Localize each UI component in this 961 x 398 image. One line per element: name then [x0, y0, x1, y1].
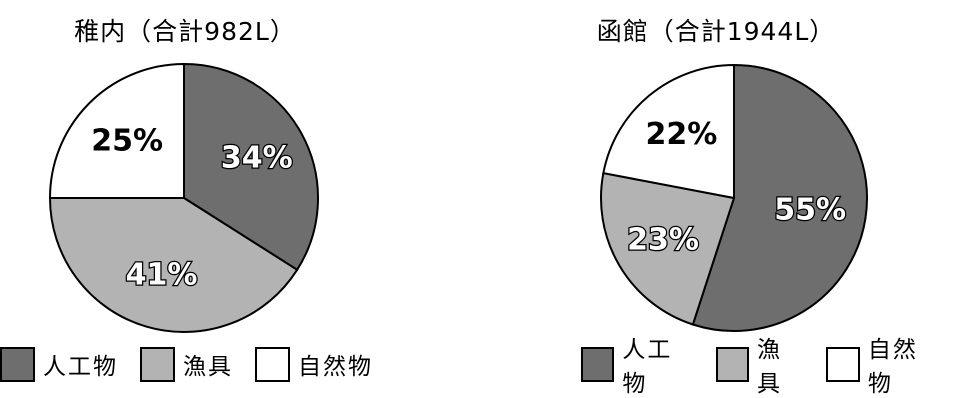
legend-swatch: [581, 346, 615, 382]
legend-swatch: [0, 346, 35, 382]
data-label-natural: 25%: [91, 124, 163, 159]
legend-item-artificial: 人工物: [0, 346, 118, 382]
legend-item-fishing-gear: 漁具: [715, 330, 805, 398]
legend: 人工物 漁具 自然物: [581, 337, 961, 397]
data-label-artificial: 34%: [221, 140, 293, 175]
legend-label: 漁具: [183, 354, 233, 380]
legend-swatch: [715, 346, 749, 382]
chart-title: 稚内（合計982L）: [74, 17, 296, 46]
legend-swatch: [255, 346, 290, 382]
legend-label: 人工物: [622, 337, 673, 397]
data-label-fishing-gear: 41%: [126, 258, 198, 293]
chart-wakkanai: 稚内（合計982L） 34% 41% 25% 人工物 漁具 自然物: [0, 0, 430, 386]
data-label-fishing-gear: 23%: [627, 222, 699, 257]
chart-hakodate: 函館（合計1944L） 55% 23% 22% 人工物 漁具 自然物: [531, 0, 961, 397]
legend-label: 漁具: [757, 337, 782, 397]
legend-item-natural: 自然物: [826, 330, 939, 398]
legend-label: 自然物: [867, 337, 918, 397]
data-label-natural: 22%: [646, 117, 718, 152]
legend-label: 自然物: [298, 354, 373, 380]
pie-chart: 34% 41% 25%: [48, 62, 319, 333]
pie-slice-fishing-gear: [48, 197, 299, 333]
legend-swatch: [140, 346, 175, 382]
legend-label: 人工物: [43, 354, 118, 380]
legend-item-natural: 自然物: [255, 346, 373, 382]
legend-swatch: [826, 346, 860, 382]
pie-slice-fishing-gear: [600, 171, 736, 326]
pie-slice-natural: [48, 62, 185, 199]
chart-title: 函館（合計1944L）: [596, 17, 836, 46]
legend-item-fishing-gear: 漁具: [140, 346, 233, 382]
pie-slice-natural: [602, 63, 735, 200]
legend: 人工物 漁具 自然物: [0, 344, 395, 384]
pie-chart: 55% 23% 22%: [600, 63, 868, 332]
pie-slice-artificial: [691, 63, 868, 332]
data-label-artificial: 55%: [774, 193, 846, 228]
legend-item-artificial: 人工物: [581, 330, 694, 398]
